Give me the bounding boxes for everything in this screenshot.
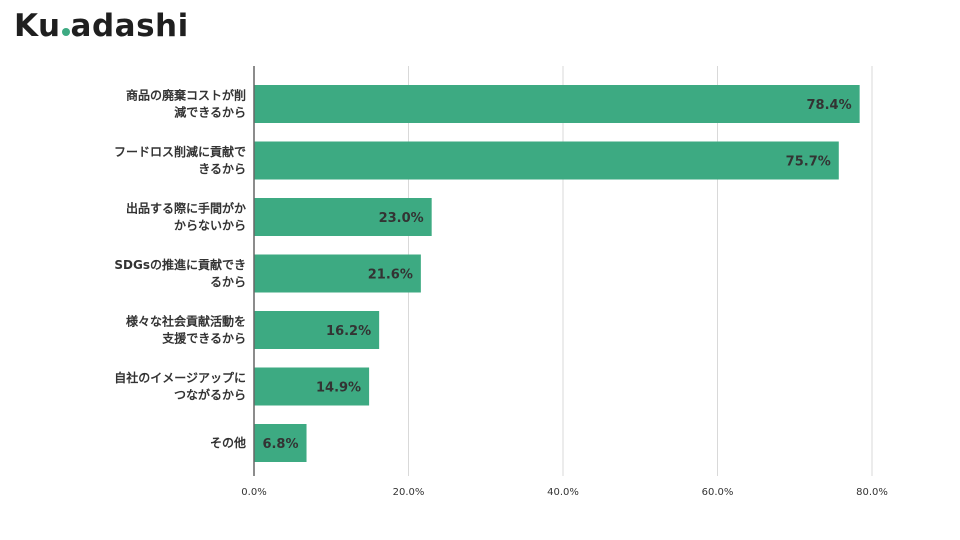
bar-data-label: 21.6% [368, 268, 413, 283]
bar [254, 311, 380, 349]
category-label: 様々な社会貢献活動を支援できるから [126, 314, 246, 346]
logo-text-post: adashi [70, 8, 189, 44]
bar [254, 424, 307, 462]
category-label: SDGsの推進に貢献できるから [114, 257, 246, 289]
category-label-line: るから [210, 275, 246, 289]
category-label-line: フードロス削減に貢献で [114, 144, 246, 159]
bar [254, 198, 432, 236]
category-label-line: からないから [174, 219, 246, 233]
category-label-line: その他 [210, 435, 246, 450]
category-label-line: 自社のイメージアップに [114, 370, 246, 385]
x-tick-label: 0.0% [241, 487, 266, 498]
category-label-line: SDGsの推進に貢献でき [114, 257, 246, 272]
bar-data-label: 6.8% [262, 437, 298, 452]
x-tick-label: 20.0% [393, 487, 425, 498]
category-label: 出品する際に手間がかからないから [126, 201, 246, 233]
category-label-line: 商品の廃棄コストが削 [126, 88, 246, 103]
category-label-line: 減できるから [174, 105, 246, 120]
category-label: フードロス削減に貢献できるから [114, 144, 246, 176]
category-label: 商品の廃棄コストが削減できるから [126, 88, 246, 120]
bar-data-label: 75.7% [786, 155, 831, 170]
bar [254, 367, 370, 406]
category-label: その他 [210, 435, 246, 450]
logo-dot [61, 28, 70, 36]
kuradashi-logo: Ku adashi [14, 8, 189, 44]
bar [254, 254, 421, 293]
bar [254, 85, 860, 123]
bar [254, 141, 839, 180]
category-label-line: 出品する際に手間がか [126, 201, 246, 216]
bar-data-label: 14.9% [316, 381, 361, 396]
x-tick-label: 80.0% [856, 487, 888, 498]
bar-data-label: 23.0% [379, 211, 424, 226]
category-label: 自社のイメージアップにつながるから [114, 370, 246, 402]
category-label-line: つながるから [174, 387, 246, 402]
bar-data-label: 78.4% [807, 98, 852, 113]
logo-text-pre: Ku [14, 8, 61, 44]
category-label-line: 様々な社会貢献活動を [126, 314, 246, 329]
bar-data-label: 16.2% [326, 324, 371, 339]
x-tick-label: 60.0% [702, 487, 734, 498]
category-label-line: きるから [198, 162, 246, 176]
x-tick-label: 40.0% [547, 487, 579, 498]
category-label-line: 支援できるから [161, 331, 246, 346]
